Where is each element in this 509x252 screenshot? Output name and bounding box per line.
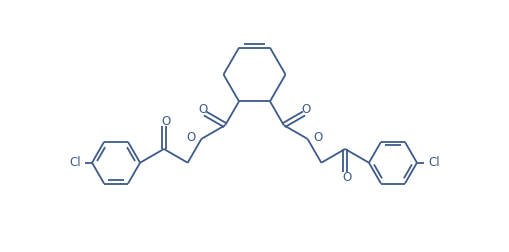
Text: O: O — [199, 103, 208, 116]
Text: Cl: Cl — [428, 156, 440, 169]
Text: O: O — [186, 131, 195, 144]
Text: O: O — [161, 115, 171, 128]
Text: O: O — [343, 171, 352, 184]
Text: Cl: Cl — [69, 156, 81, 169]
Text: O: O — [301, 103, 310, 116]
Text: O: O — [314, 131, 323, 144]
